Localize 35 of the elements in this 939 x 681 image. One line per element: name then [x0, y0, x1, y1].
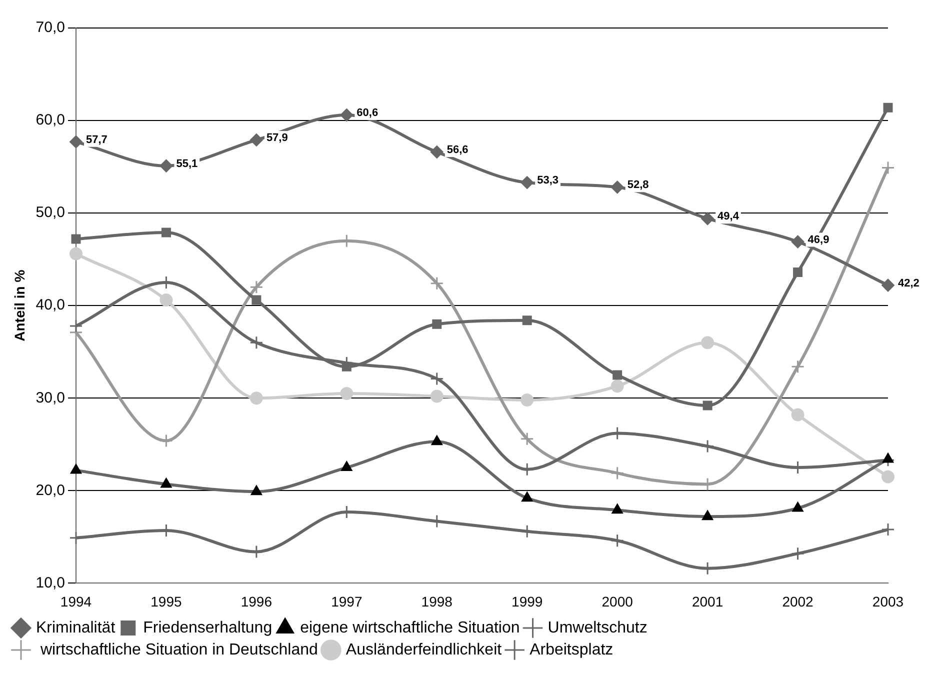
y-tick-label: 20,0	[36, 482, 65, 499]
data-label: 49,4	[718, 210, 740, 223]
data-label: 57,9	[266, 132, 288, 144]
x-tick-label: 2002	[782, 593, 814, 610]
legend-label: wirtschaftliche Situation in Deutschland	[36, 641, 318, 658]
y-tick-label: 40,0	[36, 296, 65, 314]
x-tick-label: 1997	[331, 593, 362, 610]
legend-label: Kriminalität	[36, 619, 116, 636]
y-axis-title: Anteil in %	[11, 269, 28, 342]
legend-label: Umweltschutz	[548, 619, 648, 636]
data-label: 60,6	[356, 107, 378, 120]
y-tick-label: 30,0	[36, 389, 65, 406]
x-tick-label: 1994	[60, 593, 92, 610]
data-label: 56,6	[446, 144, 468, 156]
data-label: 55,1	[176, 158, 198, 170]
y-tick-label: 50,0	[36, 204, 65, 222]
legend-label: Friedenserhaltung	[143, 619, 272, 636]
x-tick-label: 2001	[692, 593, 724, 610]
x-tick-label: 1998	[421, 593, 453, 610]
data-label: 52,8	[627, 179, 649, 192]
legend-label: Ausländerfeindlichkeit	[346, 641, 502, 658]
x-tick-label: 2000	[602, 593, 634, 610]
data-label: 42,2	[898, 277, 920, 290]
x-tick-label: 2003	[872, 593, 904, 610]
y-tick-label: 70,0	[36, 19, 65, 36]
x-tick-label: 1996	[240, 593, 272, 610]
data-label: 57,7	[86, 134, 108, 146]
data-label: 46,9	[808, 234, 830, 246]
data-label: 53,3	[537, 174, 559, 187]
x-tick-label: 1995	[150, 593, 182, 610]
y-tick-label: 10,0	[36, 574, 65, 592]
x-tick-label: 1999	[512, 593, 543, 610]
y-tick-label: 60,0	[36, 112, 65, 129]
legend-label: Arbeitsplatz	[530, 641, 614, 658]
legend-label: eigene wirtschaftliche Situation	[300, 619, 520, 636]
